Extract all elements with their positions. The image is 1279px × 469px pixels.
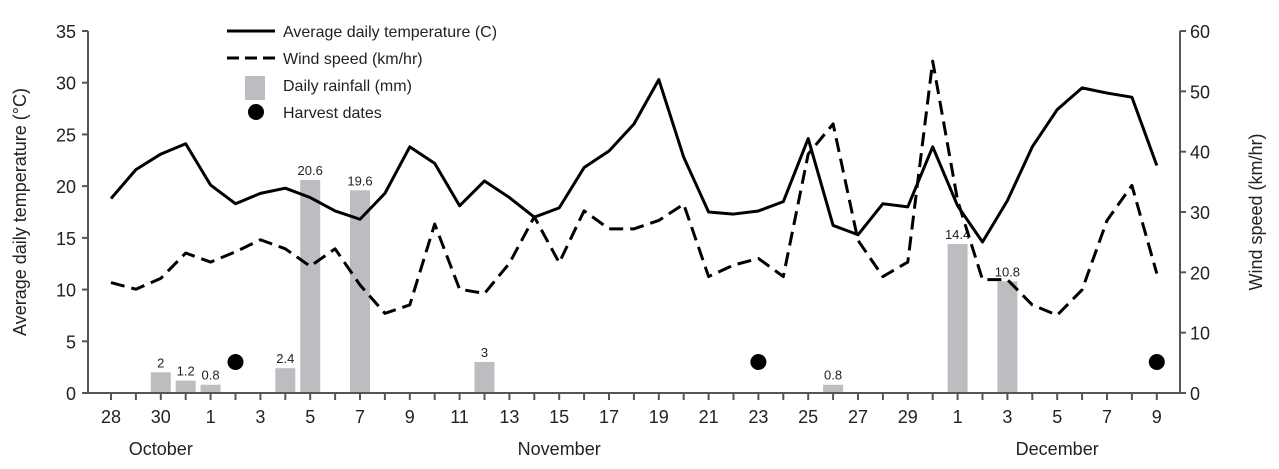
legend-black-dot-icon <box>248 104 264 120</box>
left-axis-title: Average daily temperature (°C) <box>10 88 30 336</box>
month-label: December <box>1016 439 1099 459</box>
x-tick-label: 7 <box>355 407 365 427</box>
harvest-date-marker <box>1148 354 1165 370</box>
legend: Average daily temperature (C) Wind speed… <box>227 24 497 122</box>
x-tick-label: 19 <box>649 407 669 427</box>
left-tick-label: 5 <box>66 332 76 352</box>
legend-temperature: Average daily temperature (C) <box>283 24 497 41</box>
left-tick-label: 0 <box>66 384 76 404</box>
series-lines <box>109 59 1159 317</box>
x-tick-label: 23 <box>748 407 768 427</box>
rainfall-data-label: 1.2 <box>177 364 195 379</box>
left-tick-label: 25 <box>56 125 76 145</box>
wind-speed-line <box>110 59 1159 317</box>
right-tick-label: 40 <box>1190 143 1210 163</box>
rainfall-bar <box>150 372 171 393</box>
right-axis-title: Wind speed (km/hr) <box>1246 133 1266 290</box>
right-tick-label: 30 <box>1190 203 1210 223</box>
x-tick-label: 30 <box>151 407 171 427</box>
right-tick-label: 50 <box>1190 82 1210 102</box>
right-tick-label: 0 <box>1190 384 1200 404</box>
x-tick-label: 28 <box>101 407 121 427</box>
rainfall-data-label: 10.8 <box>995 264 1020 279</box>
rainfall-data-label: 2 <box>157 355 164 370</box>
rainfall-data-label: 2.4 <box>276 351 294 366</box>
legend-rainfall: Daily rainfall (mm) <box>283 78 412 95</box>
rainfall-bar <box>474 361 495 393</box>
rainfall-data-label: 0.8 <box>824 368 842 383</box>
left-tick-label: 15 <box>56 229 76 249</box>
rainfall-bar <box>275 368 296 393</box>
x-tick-label: 13 <box>499 407 519 427</box>
right-tick-label: 20 <box>1190 263 1210 283</box>
harvest-date-marker <box>750 354 767 370</box>
rainfall-bars: 2 1.2 0.8 2.4 20.6 19.6 3 0.8 14.4 10.8 <box>150 163 1020 393</box>
harvest-date-marker <box>227 354 244 370</box>
left-tick-label: 30 <box>56 74 76 94</box>
x-tick-label: 11 <box>450 407 469 427</box>
x-tick-label: 27 <box>848 407 868 427</box>
harvest-markers <box>227 354 1165 370</box>
x-tick-label: 5 <box>305 407 315 427</box>
legend-gray-square-icon <box>245 76 265 100</box>
month-label: November <box>518 439 601 459</box>
x-tick-label: 29 <box>898 407 918 427</box>
x-tick-label: 17 <box>599 407 619 427</box>
right-tick-label: 10 <box>1190 324 1210 344</box>
legend-wind: Wind speed (km/hr) <box>283 51 423 68</box>
temperature-line <box>109 78 1159 244</box>
left-tick-label: 35 <box>56 22 76 42</box>
x-tick-label: 9 <box>1152 407 1162 427</box>
rainfall-data-label: 14.4 <box>945 227 970 242</box>
rainfall-bar <box>300 179 321 393</box>
x-tick-label: 21 <box>699 407 719 427</box>
x-tick-label: 15 <box>549 407 569 427</box>
rainfall-bar <box>823 384 844 393</box>
rainfall-bar <box>997 281 1018 393</box>
x-tick-label: 3 <box>255 407 265 427</box>
month-label: October <box>129 439 193 459</box>
x-tick-label: 1 <box>953 407 963 427</box>
x-tick-label: 1 <box>206 407 216 427</box>
rainfall-data-label: 0.8 <box>202 368 220 383</box>
left-tick-label: 10 <box>56 281 76 301</box>
rainfall-data-label: 3 <box>481 345 488 360</box>
rainfall-bar <box>175 380 196 393</box>
rainfall-bar <box>350 190 370 393</box>
x-tick-label: 25 <box>798 407 818 427</box>
x-tick-label: 5 <box>1052 407 1062 427</box>
x-tick-label: 9 <box>405 407 415 427</box>
rainfall-bar <box>200 384 221 393</box>
x-tick-label: 7 <box>1102 407 1112 427</box>
rainfall-data-label: 19.6 <box>347 173 372 188</box>
x-tick-label: 3 <box>1002 407 1012 427</box>
rainfall-data-label: 20.6 <box>298 163 323 178</box>
legend-harvest: Harvest dates <box>283 105 382 122</box>
right-tick-label: 60 <box>1190 22 1210 42</box>
rainfall-bar <box>947 244 968 393</box>
left-tick-label: 20 <box>56 177 76 197</box>
